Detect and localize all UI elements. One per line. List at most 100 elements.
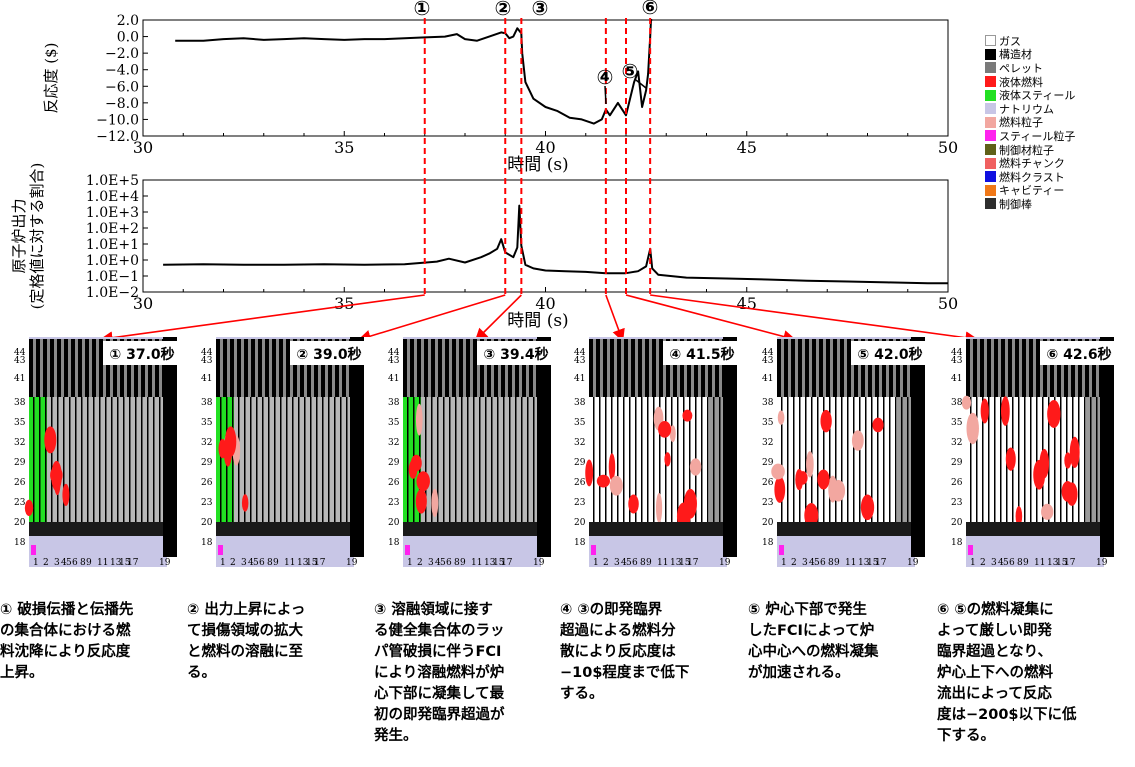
core-column [655, 397, 661, 522]
structure-stripe [980, 339, 984, 397]
marker-label: ① [414, 0, 431, 20]
x-tick-label: 30 [133, 138, 153, 157]
structure-stripe [1050, 339, 1054, 397]
structure-stripe [92, 339, 96, 397]
fuel-blob [241, 494, 249, 512]
fuel-blob [224, 426, 237, 457]
panel-x-tick: 3 [991, 558, 997, 567]
structure-stripe [120, 339, 124, 397]
fuel-blob [416, 471, 430, 492]
series-line [175, 19, 653, 125]
core-column [125, 397, 131, 522]
panel-arrow [357, 294, 506, 343]
pellet-stripe [858, 339, 861, 397]
wrapper-line [304, 397, 306, 522]
wrapper-line [853, 397, 855, 522]
wrapper-line [93, 397, 95, 522]
wrapper-line [635, 397, 637, 522]
y-tick-label: −8.0 [105, 96, 139, 112]
structure-stripe [1001, 339, 1005, 397]
panel-y-tick: 20 [762, 518, 774, 528]
core-column [505, 397, 511, 522]
y-tick-label: 1.0E+4 [86, 189, 139, 205]
panel-y-tick: 35 [951, 418, 963, 428]
steel-particle [968, 545, 973, 555]
structure-stripe [694, 339, 698, 397]
wrapper-line [129, 397, 131, 522]
fuel-blob [1005, 447, 1016, 471]
pellet-stripe [851, 339, 854, 397]
core-column [984, 397, 990, 522]
y-axis-label: 反応度 ($) [42, 42, 60, 113]
wrapper-line [159, 397, 161, 522]
core-column [867, 397, 873, 522]
panel-x-tick: 9 [273, 558, 279, 567]
structure-stripe [645, 339, 649, 397]
pellet-stripe [900, 339, 903, 397]
core-column [885, 397, 891, 522]
structure-stripe [903, 339, 907, 397]
core-column [589, 397, 595, 522]
panel-x-tick: 4 [998, 558, 1004, 567]
pellet-stripe [621, 339, 624, 397]
panel-x-tick: 5 [440, 558, 446, 567]
structure-stripe [1008, 339, 1012, 397]
structure-stripe [487, 339, 491, 397]
wrapper-line [141, 397, 143, 522]
wrapper-line [515, 397, 517, 522]
structure-stripe [424, 339, 428, 397]
structure-stripe [314, 339, 318, 397]
panel-y-tick: 20 [574, 518, 586, 528]
fuel-blob [961, 395, 972, 410]
panel-x-tick: 11 [1034, 558, 1045, 567]
fuel-blob [655, 493, 663, 524]
panel-x-tick: 4 [809, 558, 815, 567]
structure-stripe [515, 339, 519, 397]
panel-x-tick: 6 [446, 558, 452, 567]
structure-stripe [501, 339, 505, 397]
panel-x-tick: 13 [858, 558, 870, 567]
wrapper-line [1060, 397, 1062, 522]
panel-title-box [290, 341, 368, 365]
fuel-blob [44, 426, 57, 454]
pellet-stripe [872, 339, 875, 397]
fuel-blob [795, 469, 804, 491]
panel-x-tick: 15 [867, 558, 879, 567]
legend-item: ガス [985, 34, 1075, 48]
structure-stripe [596, 339, 600, 397]
core-column [843, 397, 849, 522]
pellet-stripe [1019, 339, 1022, 397]
panel-x-tick: 11 [471, 558, 482, 567]
panel-y-tick: 41 [762, 374, 773, 384]
legend-label: 燃料粒子 [999, 116, 1043, 130]
core-column [715, 397, 721, 522]
core-column [649, 397, 655, 522]
structure-stripe [50, 339, 54, 397]
core-column [463, 397, 469, 522]
panel-title: ② 39.0秒 [296, 346, 361, 363]
fuel-blob [1066, 482, 1078, 506]
legend-item: 制御棒 [985, 197, 1075, 211]
legend-label: ナトリウム [999, 102, 1054, 116]
core-column [252, 397, 258, 522]
wrapper-line [970, 397, 972, 522]
pellet-stripe [614, 339, 617, 397]
panel-x-tick: 4 [61, 558, 67, 567]
pellet-stripe [54, 339, 57, 397]
pellet-stripe [421, 339, 424, 397]
panel-title-box [103, 341, 181, 365]
fuel-blob [689, 458, 702, 476]
structure-stripe [36, 339, 40, 397]
panel-y-tick: 35 [14, 418, 26, 428]
pellet-stripe [628, 339, 631, 397]
pellet-stripe [227, 339, 230, 397]
lower-sodium [777, 536, 915, 556]
wrapper-line [334, 397, 336, 522]
core-column [101, 397, 107, 522]
wrapper-line [859, 397, 861, 522]
pellet-stripe [998, 339, 1001, 397]
legend-label: スティール粒子 [999, 129, 1076, 143]
structure-stripe [258, 339, 262, 397]
pellet-stripe [656, 339, 659, 397]
